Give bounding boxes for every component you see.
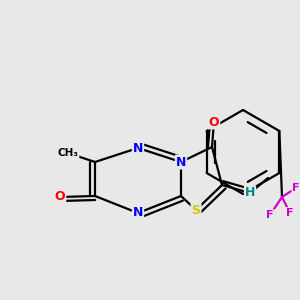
Text: O: O <box>55 190 65 203</box>
Text: CH₃: CH₃ <box>58 148 79 158</box>
Text: H: H <box>245 187 255 200</box>
Text: N: N <box>133 142 143 154</box>
Text: O: O <box>209 116 219 128</box>
Text: F: F <box>292 183 300 193</box>
Text: F: F <box>286 208 294 218</box>
Text: N: N <box>133 206 143 220</box>
Text: N: N <box>176 155 186 169</box>
Text: S: S <box>191 203 200 217</box>
Text: F: F <box>266 210 274 220</box>
